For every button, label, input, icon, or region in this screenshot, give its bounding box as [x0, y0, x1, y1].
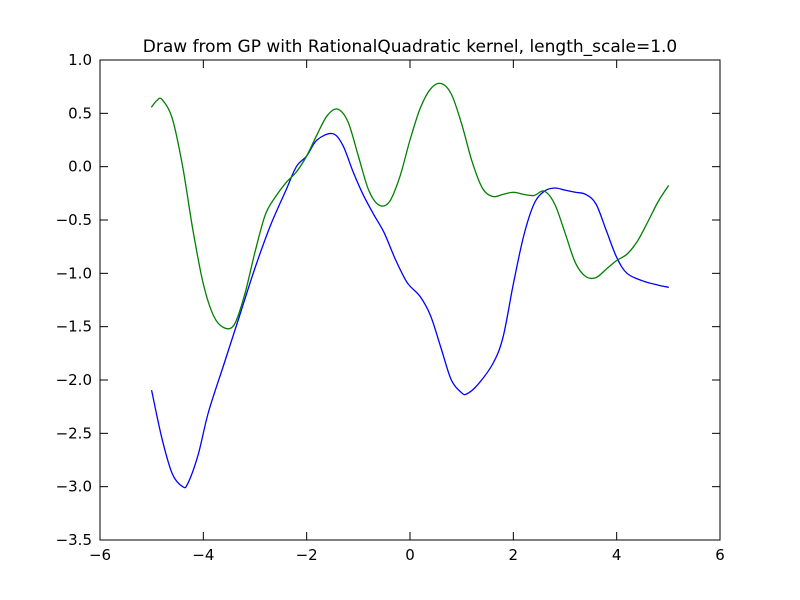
y-tick-label: 0.5 — [68, 104, 92, 122]
series-line-blue — [151, 132, 669, 489]
x-tick-label: 0 — [405, 546, 415, 564]
x-tick-label: 6 — [715, 546, 725, 564]
y-tick-label: −1.0 — [56, 264, 92, 282]
y-tick-label: 0.0 — [68, 158, 92, 176]
y-tick-label: −3.5 — [56, 531, 92, 549]
x-tick-label: −6 — [89, 546, 111, 564]
plot-area-frame — [99, 59, 721, 541]
y-tick-label: −0.5 — [56, 211, 92, 229]
series-layer — [151, 82, 669, 489]
y-tick-label: −2.5 — [56, 424, 92, 442]
x-tick-label: 2 — [509, 546, 519, 564]
y-tick-label: −2.0 — [56, 371, 92, 389]
x-tick-label: 4 — [612, 546, 622, 564]
series-line-green — [151, 82, 669, 330]
y-tick-label: −3.0 — [56, 478, 92, 496]
y-tick-label: 1.0 — [68, 51, 92, 69]
x-tick-label: −2 — [296, 546, 318, 564]
x-tick-label: −4 — [192, 546, 214, 564]
chart-title: Draw from GP with RationalQuadratic kern… — [143, 37, 677, 57]
y-tick-label: −1.5 — [56, 318, 92, 336]
